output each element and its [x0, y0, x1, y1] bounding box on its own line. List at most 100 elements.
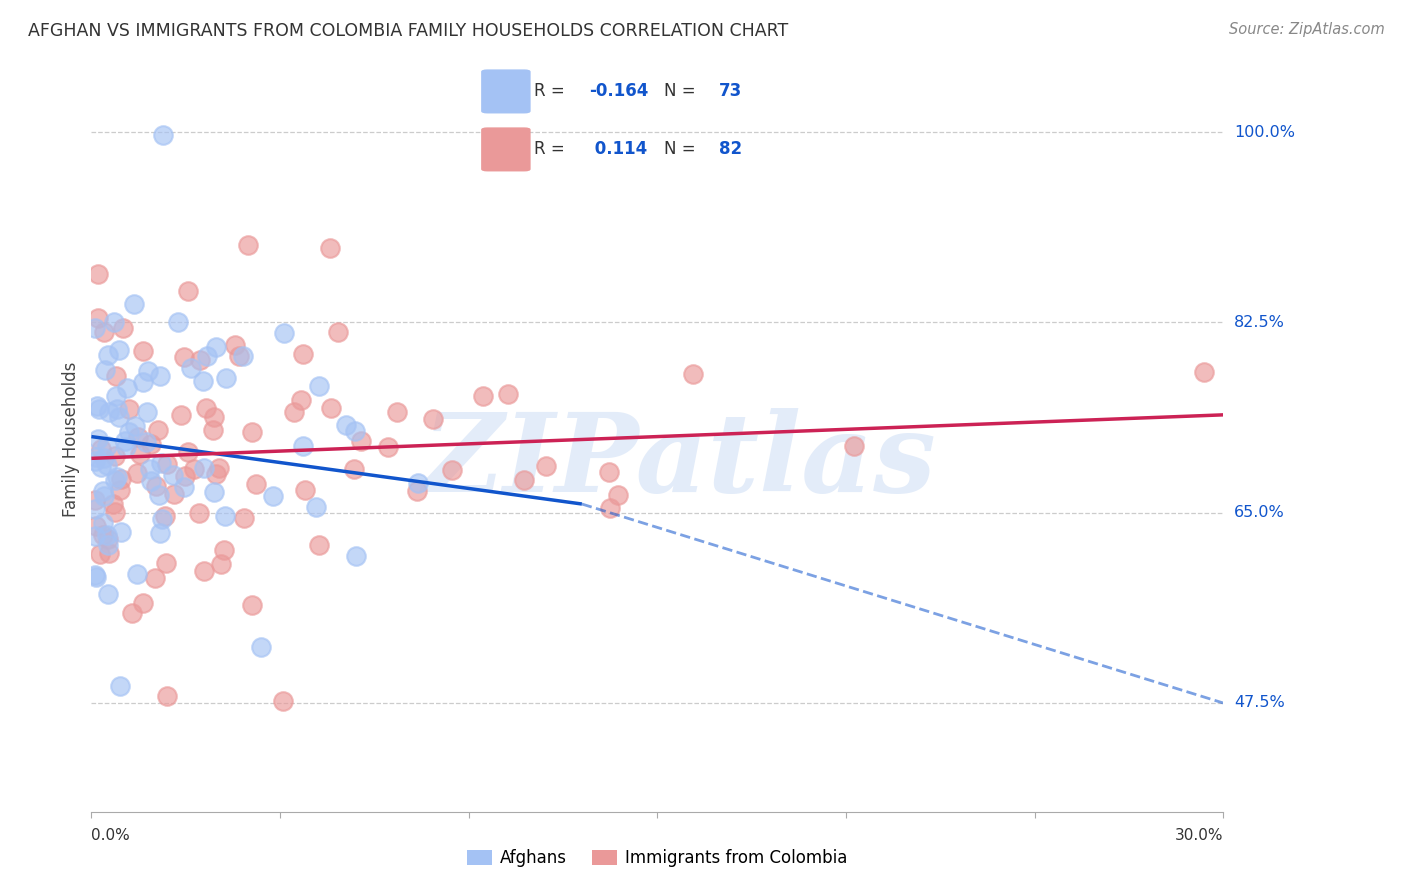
Point [205, 467, 228, 481]
Point [112, 320, 135, 334]
Point [143, 570, 166, 584]
Point [105, 401, 128, 416]
Point [118, 402, 141, 417]
Point [1194, 365, 1216, 379]
Point [132, 596, 155, 610]
Point [305, 500, 328, 514]
Point [84, 529, 107, 543]
Point [114, 434, 136, 448]
Point [273, 694, 295, 708]
Point [350, 434, 373, 448]
Point [152, 128, 174, 142]
Point [86, 268, 108, 282]
Point [343, 462, 366, 476]
Point [139, 461, 162, 475]
Point [135, 405, 157, 419]
Point [96, 527, 118, 541]
Text: 30.0%: 30.0% [1175, 828, 1223, 843]
Point [534, 459, 557, 474]
Point [606, 487, 628, 501]
Point [97, 546, 120, 560]
Point [191, 374, 214, 388]
Point [91, 528, 114, 542]
Point [236, 237, 259, 252]
Point [127, 567, 149, 582]
Point [188, 353, 211, 368]
Text: 82: 82 [720, 140, 742, 159]
Point [319, 241, 342, 255]
Point [121, 606, 143, 620]
Point [149, 456, 172, 470]
Point [335, 418, 357, 433]
Point [93, 489, 115, 503]
Point [87, 432, 110, 446]
Point [97, 348, 120, 362]
Point [406, 484, 429, 499]
Point [136, 364, 159, 378]
Point [132, 343, 155, 358]
Point [377, 440, 399, 454]
Point [153, 508, 176, 523]
Point [97, 586, 120, 600]
Text: N =: N = [664, 140, 700, 159]
Point [148, 488, 170, 502]
FancyBboxPatch shape [481, 128, 530, 171]
Point [232, 349, 254, 363]
Point [598, 465, 620, 479]
Point [283, 405, 305, 419]
Point [292, 439, 315, 453]
Text: -0.164: -0.164 [589, 82, 648, 101]
Point [472, 389, 495, 403]
Point [93, 450, 115, 465]
Point [114, 440, 136, 454]
Point [89, 401, 111, 416]
Point [84, 493, 107, 508]
Point [344, 549, 367, 564]
Point [84, 321, 107, 335]
Text: Source: ZipAtlas.com: Source: ZipAtlas.com [1229, 22, 1385, 37]
Point [173, 480, 195, 494]
Text: 65.0%: 65.0% [1234, 505, 1285, 520]
Point [90, 459, 112, 474]
Point [91, 516, 114, 531]
Point [91, 484, 114, 499]
Point [148, 423, 170, 437]
Point [173, 350, 195, 364]
Point [108, 483, 131, 498]
Point [139, 475, 162, 489]
Point [183, 461, 205, 475]
Point [163, 487, 186, 501]
Point [294, 483, 316, 497]
Point [86, 519, 108, 533]
Point [86, 450, 108, 464]
Point [84, 454, 107, 468]
Point [209, 557, 232, 571]
Point [197, 349, 219, 363]
Text: R =: R = [534, 140, 569, 159]
Point [273, 326, 295, 341]
Point [214, 542, 236, 557]
Point [135, 435, 157, 450]
Point [328, 325, 350, 339]
Text: 47.5%: 47.5% [1234, 696, 1285, 711]
Point [167, 315, 190, 329]
Point [149, 369, 172, 384]
Point [195, 401, 218, 416]
Legend: Afghans, Immigrants from Colombia: Afghans, Immigrants from Colombia [460, 843, 855, 874]
Point [104, 449, 127, 463]
Point [103, 315, 125, 329]
Point [262, 489, 284, 503]
Point [180, 360, 202, 375]
Point [124, 419, 146, 434]
Point [86, 399, 108, 413]
Point [127, 430, 149, 444]
Point [104, 369, 127, 384]
Point [440, 463, 463, 477]
Point [232, 511, 254, 525]
Point [101, 497, 124, 511]
Point [150, 512, 173, 526]
Point [110, 525, 132, 540]
Text: ZIPatlas: ZIPatlas [423, 408, 936, 516]
Point [228, 349, 250, 363]
Point [84, 568, 107, 582]
